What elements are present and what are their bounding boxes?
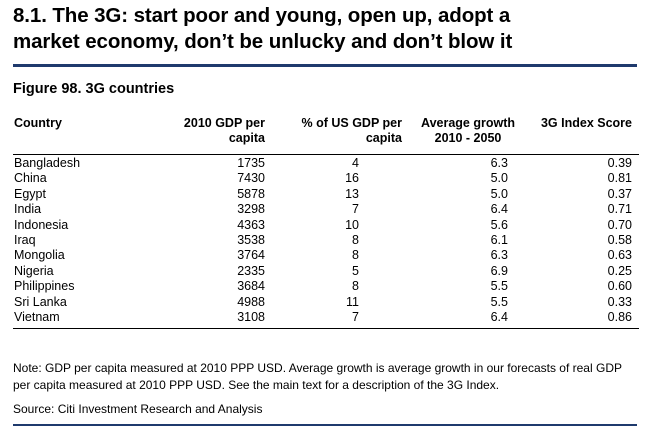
cell-country: China <box>14 171 47 186</box>
cell-gdp-per-capita: 3538 <box>237 232 265 247</box>
cell-gdp-per-capita: 3684 <box>237 279 265 294</box>
table-row: Sri Lanka 4988 11 5.5 0.33 <box>13 295 639 310</box>
cell-country: Nigeria <box>14 263 54 278</box>
cell-3g-index-score: 0.37 <box>607 186 632 201</box>
cell-country: Sri Lanka <box>14 294 67 309</box>
header-gdp-line-2: capita <box>228 131 265 145</box>
table-row: Indonesia 4363 10 5.6 0.70 <box>13 218 639 233</box>
cell-average-growth: 6.3 <box>490 156 508 170</box>
countries-table: Country 2010 GDP per capita % of US GDP … <box>13 116 639 330</box>
section-heading: 8.1. The 3G: start poor and young, open … <box>13 3 641 55</box>
cell-3g-index-score: 0.81 <box>607 171 632 186</box>
cell-country: Indonesia <box>14 217 69 232</box>
table-source: Source: Citi Investment Research and Ana… <box>13 402 263 416</box>
cell-3g-index-score: 0.70 <box>607 217 632 232</box>
table-row: China 7430 16 5.0 0.81 <box>13 171 639 186</box>
cell-pct-us-gdp: 7 <box>352 309 359 324</box>
cell-pct-us-gdp: 13 <box>345 186 359 201</box>
table-header: Country 2010 GDP per capita % of US GDP … <box>13 116 639 154</box>
table-row: Iraq 3538 8 6.1 0.58 <box>13 233 639 248</box>
cell-3g-index-score: 0.60 <box>607 279 632 294</box>
cell-gdp-per-capita: 1735 <box>237 156 265 170</box>
cell-average-growth: 6.9 <box>490 263 508 278</box>
header-gdp-line-1: 2010 GDP per <box>183 116 265 130</box>
cell-pct-us-gdp: 16 <box>345 171 359 186</box>
cell-pct-us-gdp: 8 <box>352 279 359 294</box>
table-row: Bangladesh 1735 4 6.3 0.39 <box>13 156 639 171</box>
cell-pct-us-gdp: 7 <box>352 202 359 217</box>
header-growth-line-2: 2010 - 2050 <box>434 131 502 145</box>
table-row: Philippines 3684 8 5.5 0.60 <box>13 279 639 294</box>
cell-average-growth: 5.5 <box>490 279 508 294</box>
cell-country: Philippines <box>14 279 75 294</box>
header-growth-line-1: Average growth <box>421 116 516 130</box>
cell-pct-us-gdp: 4 <box>352 156 359 170</box>
cell-gdp-per-capita: 4363 <box>237 217 265 232</box>
cell-country: Egypt <box>14 186 46 201</box>
cell-gdp-per-capita: 7430 <box>237 171 265 186</box>
cell-country: Bangladesh <box>14 156 81 170</box>
cell-average-growth: 5.6 <box>490 217 508 232</box>
table-row: India 3298 7 6.4 0.71 <box>13 202 639 217</box>
header-divider <box>13 154 639 155</box>
cell-average-growth: 6.4 <box>490 202 508 217</box>
cell-average-growth: 5.0 <box>490 186 508 201</box>
cell-3g-index-score: 0.58 <box>607 232 632 247</box>
header-country: Country <box>14 116 62 130</box>
cell-pct-us-gdp: 8 <box>352 248 359 263</box>
cell-average-growth: 6.1 <box>490 232 508 247</box>
section-heading-line-2: market economy, don’t be unlucky and don… <box>13 30 513 53</box>
cell-pct-us-gdp: 10 <box>345 217 359 232</box>
cell-country: India <box>14 202 42 217</box>
table-body: Bangladesh 1735 4 6.3 0.39 China 7430 16 5.0 0.81… <box>13 156 639 325</box>
cell-pct-us-gdp: 11 <box>346 294 359 309</box>
cell-average-growth: 5.0 <box>490 171 508 186</box>
cell-gdp-per-capita: 3298 <box>237 202 265 217</box>
table-row: Nigeria 2335 5 6.9 0.25 <box>13 264 639 279</box>
header-gdp: 2010 GDP per capita <box>184 116 265 146</box>
table-bottom-divider <box>13 328 639 330</box>
cell-3g-index-score: 0.33 <box>607 294 632 309</box>
header-pct-us-gdp: % of US GDP per capita <box>302 116 402 146</box>
footer-divider <box>13 424 637 426</box>
header-pct-line-1: % of US GDP per <box>301 116 402 130</box>
cell-gdp-per-capita: 5878 <box>237 186 265 201</box>
table-row: Vietnam 3108 7 6.4 0.86 <box>13 310 639 325</box>
cell-3g-index-score: 0.25 <box>607 263 632 278</box>
cell-country: Mongolia <box>14 248 65 263</box>
cell-average-growth: 6.4 <box>490 309 508 324</box>
cell-3g-index-score: 0.63 <box>607 248 632 263</box>
header-pct-line-2: capita <box>365 131 402 145</box>
cell-gdp-per-capita: 4988 <box>237 294 265 309</box>
section-heading-line-1: 8.1. The 3G: start poor and young, open … <box>13 4 511 27</box>
cell-average-growth: 6.3 <box>490 248 508 263</box>
cell-gdp-per-capita: 3108 <box>237 309 265 324</box>
cell-average-growth: 5.5 <box>490 294 508 309</box>
table-row: Mongolia 3764 8 6.3 0.63 <box>13 248 639 263</box>
cell-pct-us-gdp: 5 <box>352 263 359 278</box>
cell-country: Vietnam <box>14 309 60 324</box>
cell-pct-us-gdp: 8 <box>352 232 359 247</box>
table-row: Egypt 5878 13 5.0 0.37 <box>13 187 639 202</box>
cell-gdp-per-capita: 2335 <box>237 263 265 278</box>
cell-gdp-per-capita: 3764 <box>237 248 265 263</box>
header-average-growth: Average growth 2010 - 2050 <box>421 116 515 146</box>
header-3g-index-score: 3G Index Score <box>540 116 632 130</box>
cell-3g-index-score: 0.86 <box>607 309 632 324</box>
cell-3g-index-score: 0.71 <box>607 202 632 217</box>
table-note: Note: GDP per capita measured at 2010 PP… <box>13 361 622 392</box>
cell-country: Iraq <box>14 232 36 247</box>
cell-3g-index-score: 0.39 <box>607 156 632 170</box>
heading-divider <box>13 64 637 67</box>
figure-title: Figure 98. 3G countries <box>13 81 175 97</box>
